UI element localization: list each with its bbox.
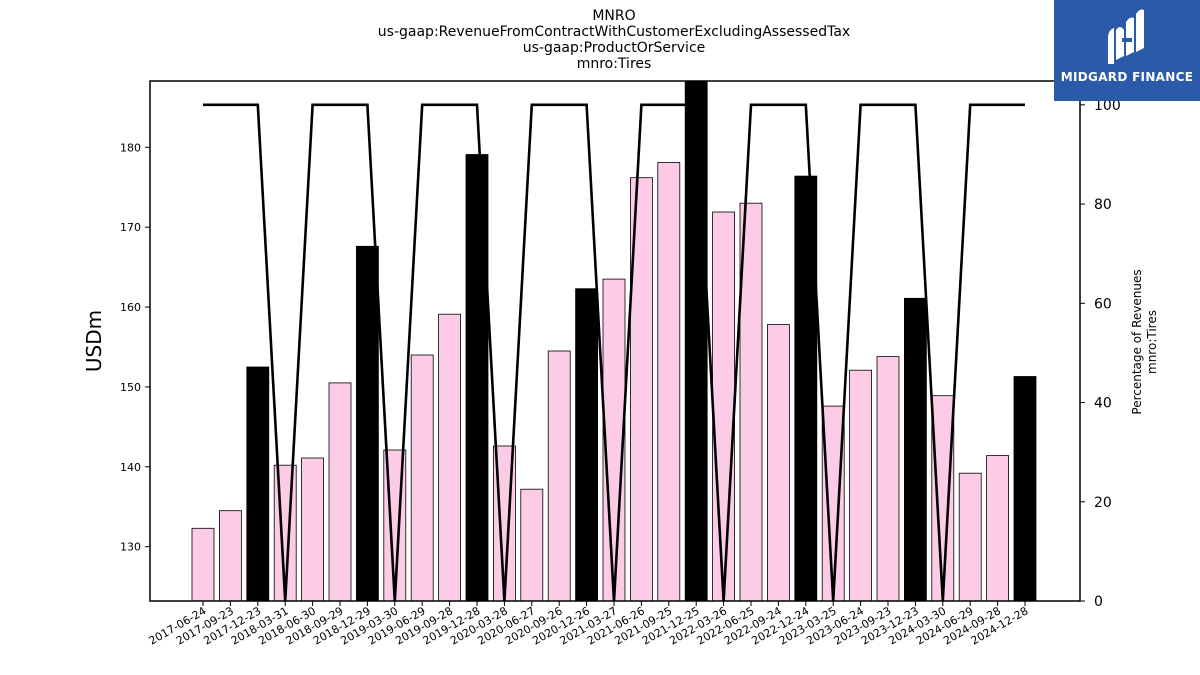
- bar: [438, 313, 462, 602]
- y-tick-label: 150: [120, 381, 141, 394]
- bar: [547, 350, 571, 602]
- y2-tick-label: 100: [1094, 98, 1121, 114]
- y2-tick-label: 0: [1094, 594, 1103, 610]
- y2-tick-label: 80: [1094, 197, 1112, 213]
- bar: [355, 245, 379, 602]
- bar: [712, 211, 735, 602]
- y2-tick-label: 40: [1094, 396, 1112, 412]
- chart-title-line: us-gaap:RevenueFromContractWithCustomerE…: [377, 24, 851, 40]
- y-tick-label: 140: [120, 461, 141, 474]
- bar: [218, 510, 242, 602]
- logo-text: MIDGARD FINANCE: [1060, 70, 1194, 84]
- chart-title-line: mnro:Tires: [576, 56, 652, 72]
- y-axis-label: USDm: [82, 310, 106, 372]
- y-tick-label: 170: [120, 221, 141, 234]
- bar: [986, 455, 1009, 602]
- bar: [575, 288, 598, 602]
- bar: [767, 324, 790, 602]
- y-tick-label: 130: [120, 541, 141, 554]
- bar: [328, 382, 352, 602]
- bar-series: [191, 80, 1037, 602]
- chart-title-line: MNRO: [592, 8, 636, 24]
- bar: [904, 297, 927, 602]
- bar: [931, 395, 955, 602]
- y2-tick-label: 20: [1094, 495, 1112, 511]
- plot-frame: [149, 80, 1081, 602]
- bar: [191, 527, 215, 602]
- bar: [958, 472, 982, 602]
- bar: [246, 366, 270, 602]
- midgard-finance-logo: MIDGARD FINANCE: [1054, 0, 1200, 101]
- bar: [684, 80, 708, 602]
- bar: [821, 405, 845, 602]
- y2-tick-label: 60: [1094, 296, 1112, 312]
- bar: [849, 369, 872, 602]
- midgard-logo-icon: [1108, 9, 1144, 64]
- bar: [657, 162, 681, 602]
- y-tick-label: 160: [120, 301, 141, 314]
- y2-axis-label: Percentage of Revenues: [1130, 269, 1144, 414]
- bar: [520, 488, 544, 602]
- bar: [410, 354, 434, 602]
- y2-axis-label: mnro:Tires: [1145, 310, 1159, 374]
- bar: [876, 356, 900, 602]
- bar: [301, 457, 325, 602]
- bar: [1013, 376, 1037, 602]
- y-tick-label: 180: [120, 141, 141, 154]
- chart-title-line: us-gaap:ProductOrService: [522, 40, 706, 56]
